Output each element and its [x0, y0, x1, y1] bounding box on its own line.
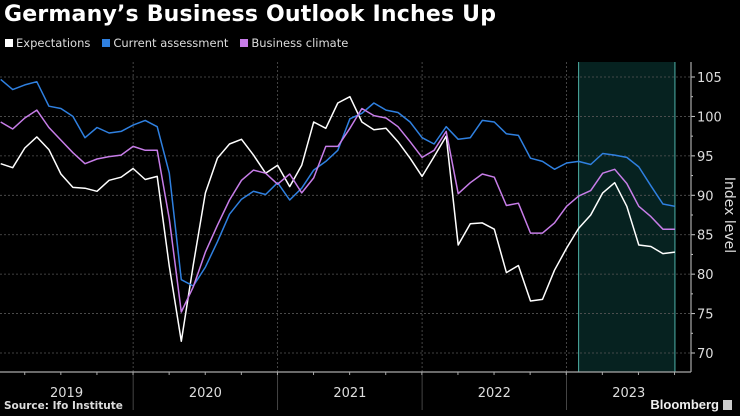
y-tick-label: 100 — [697, 110, 722, 125]
y-tick-label: 70 — [697, 347, 714, 362]
legend-item-current-assessment: Current assessment — [102, 36, 228, 50]
legend-label: Business climate — [251, 36, 349, 50]
y-axis-label: Index level — [721, 177, 737, 253]
shaded-region — [578, 62, 675, 372]
x-tick-label: 2022 — [478, 386, 511, 401]
legend: Expectations Current assessment Business… — [5, 36, 348, 50]
y-tick-label: 85 — [697, 229, 714, 244]
y-tick-label: 80 — [697, 268, 714, 283]
x-tick-label: 2023 — [612, 386, 645, 401]
source-note: Source: Ifo Institute — [4, 400, 123, 412]
legend-item-business-climate: Business climate — [240, 36, 348, 50]
y-tick-label: 95 — [697, 150, 714, 165]
legend-swatch — [102, 39, 111, 47]
brand-text: Bloomberg — [650, 397, 719, 412]
series-line-expectations — [0, 95, 675, 342]
x-tick-label: 2020 — [189, 386, 222, 401]
bloomberg-logo: Bloomberg — [650, 397, 732, 412]
y-tick-label: 75 — [697, 308, 714, 323]
series-line-current-assessment — [0, 78, 676, 287]
legend-label: Current assessment — [113, 36, 229, 50]
bloomberg-terminal-icon — [723, 399, 732, 410]
y-tick-label: 105 — [697, 71, 722, 86]
legend-label: Expectations — [16, 36, 91, 50]
chart-title: Germany’s Business Outlook Inches Up — [4, 2, 497, 27]
series-line-business-climate — [0, 107, 675, 313]
legend-swatch — [240, 39, 249, 47]
y-tick-label: 90 — [697, 189, 714, 204]
x-tick-label: 2021 — [333, 386, 366, 401]
x-tick-label: 2019 — [50, 386, 83, 401]
legend-item-expectations: Expectations — [5, 36, 90, 50]
legend-swatch — [5, 39, 13, 47]
